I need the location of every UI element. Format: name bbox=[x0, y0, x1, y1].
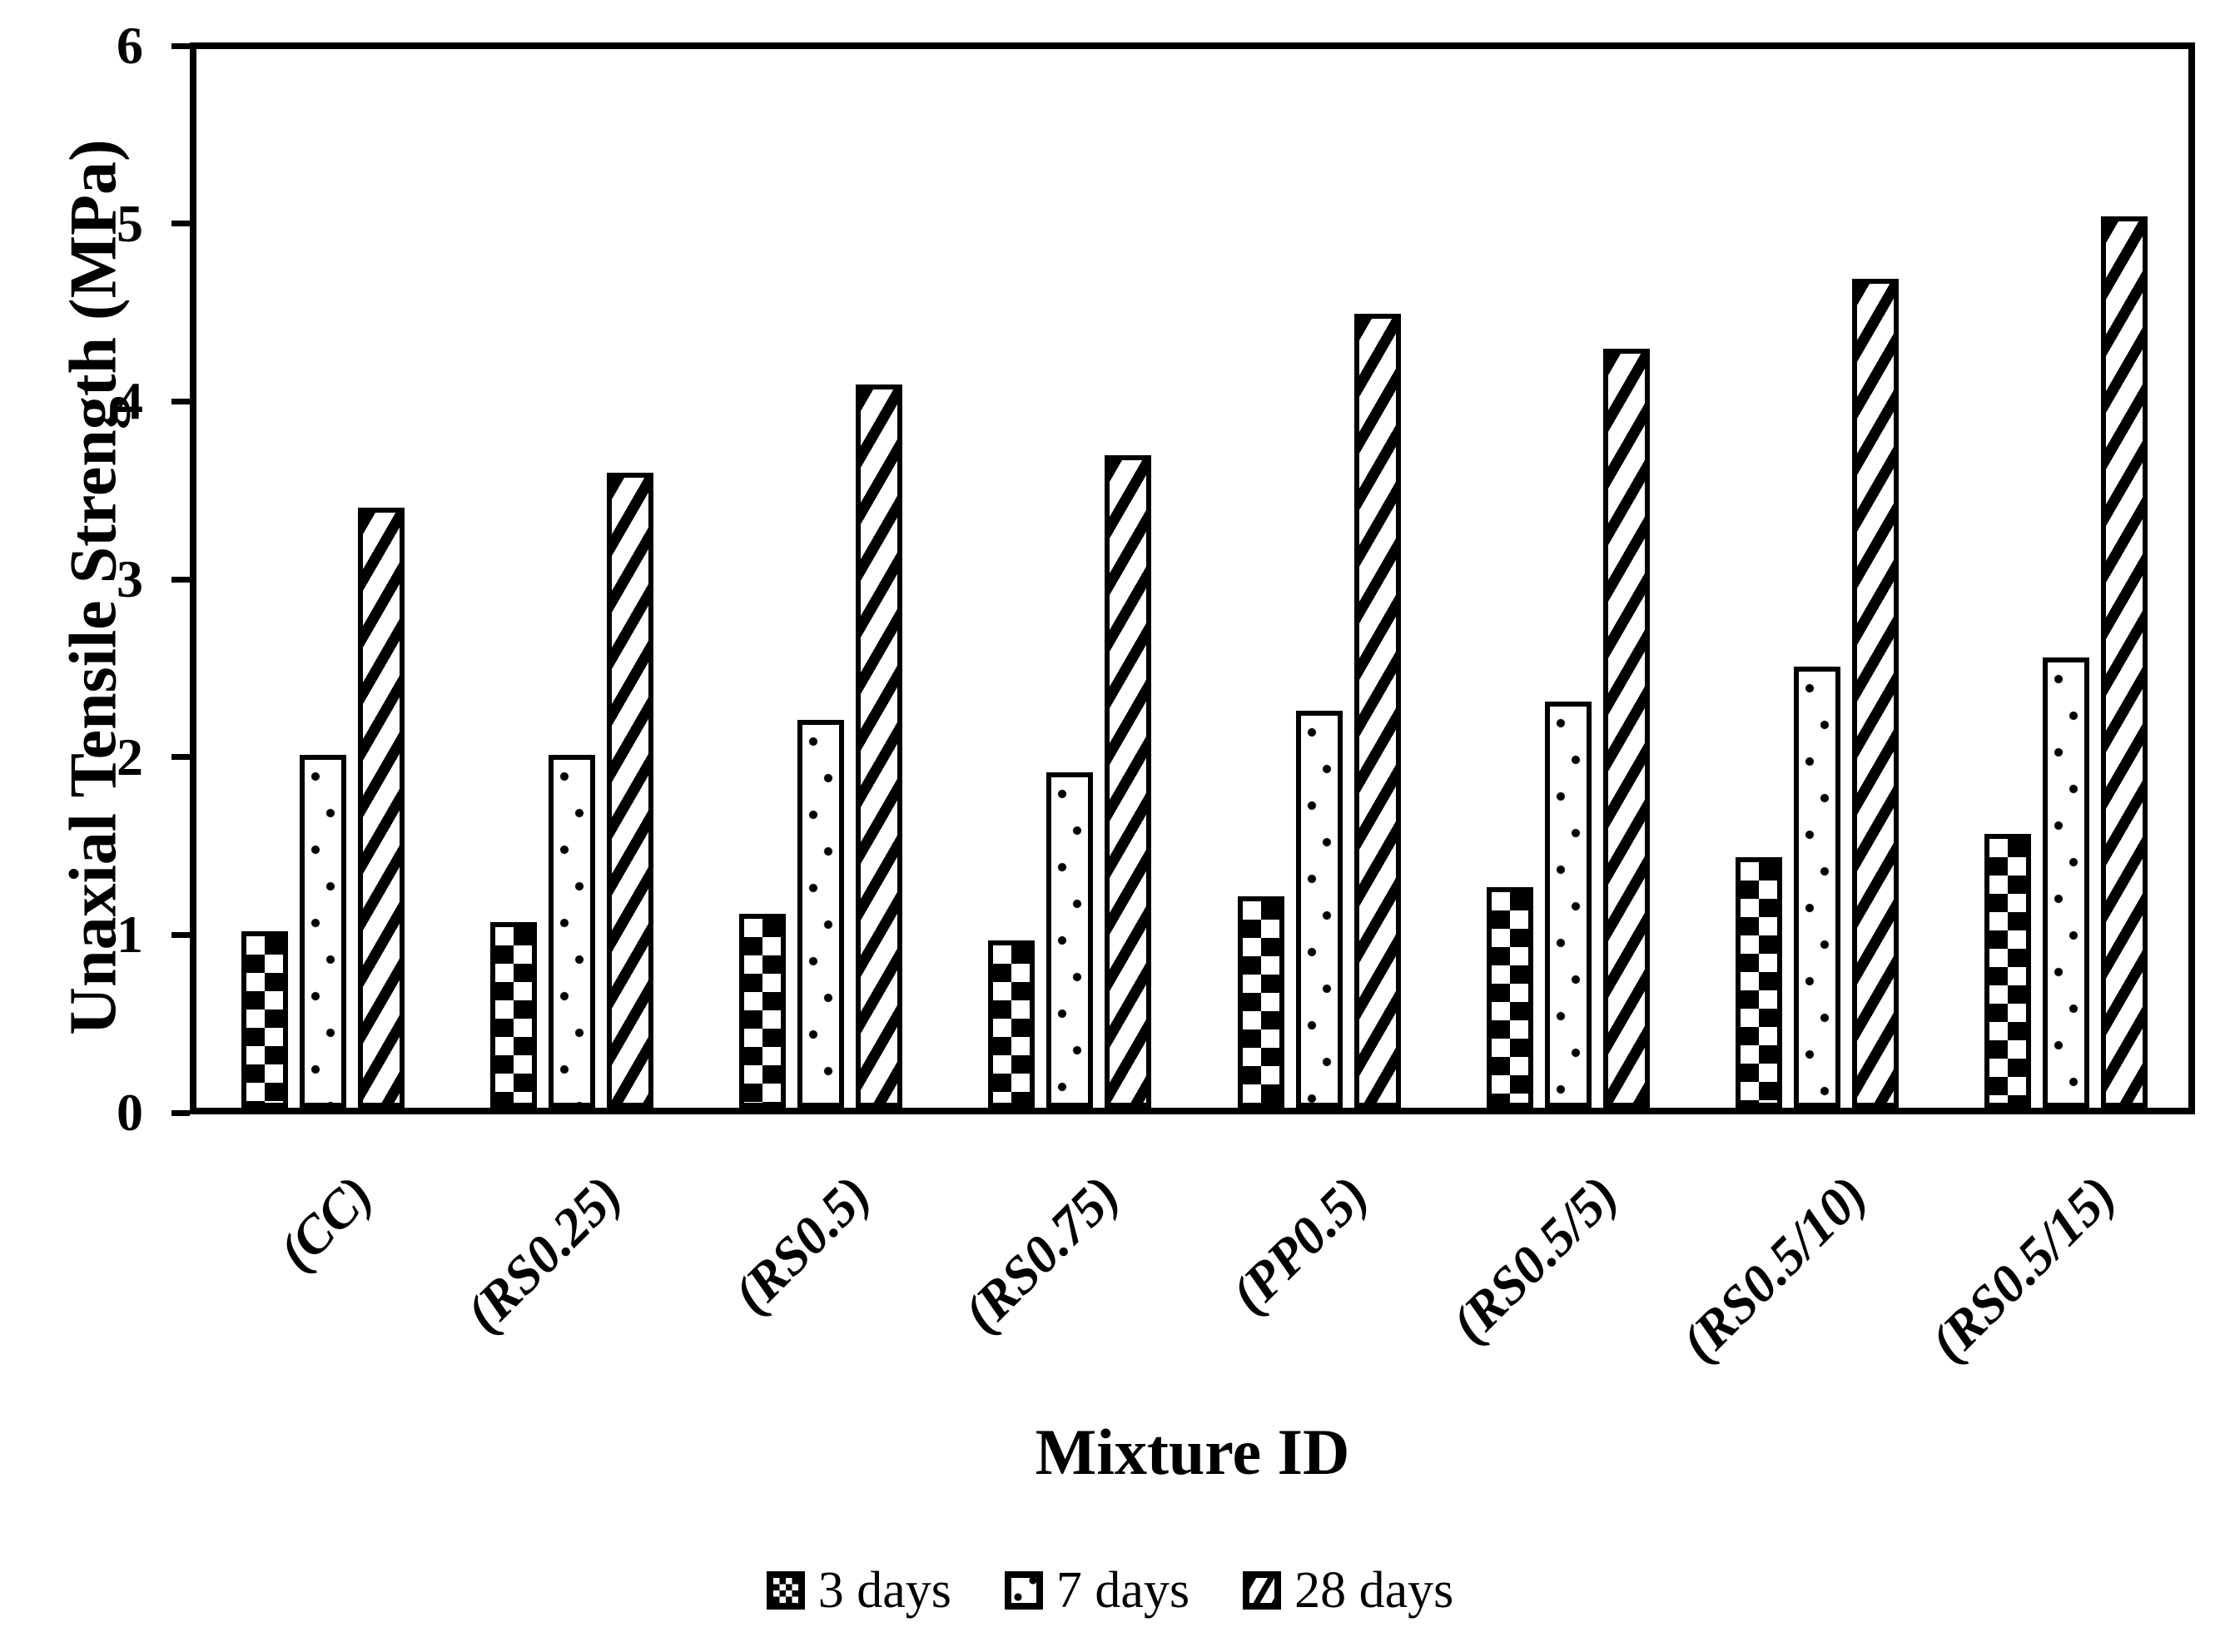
y-tick-mark-4 bbox=[171, 398, 190, 404]
x-category-label-(RS0.5/5): (RS0.5/5) bbox=[1439, 1164, 1629, 1354]
bar-7-days-(RS0.5) bbox=[797, 719, 845, 1108]
y-tick-mark-3 bbox=[171, 576, 190, 583]
bar-7-days-(RS0.5/15) bbox=[2042, 657, 2089, 1108]
y-tick-label-0: 0 bbox=[117, 1083, 143, 1142]
bar-3-days-(RS0.5/10) bbox=[1735, 856, 1782, 1108]
bar-28-days-(RS0.75) bbox=[1105, 454, 1152, 1108]
bar-28-days-(RS0.5) bbox=[856, 384, 903, 1108]
x-category-label-(RS0.25): (RS0.25) bbox=[454, 1164, 633, 1344]
bar-28-days-(RS0.5/10) bbox=[1851, 278, 1899, 1108]
y-tick-label-6: 6 bbox=[117, 16, 143, 75]
bar-3-days-(RS0.25) bbox=[490, 922, 538, 1108]
x-category-label-(RS0.5/10): (RS0.5/10) bbox=[1669, 1164, 1878, 1373]
legend-swatch-checkerboard-icon bbox=[766, 1571, 805, 1610]
y-tick-mark-6 bbox=[171, 42, 190, 49]
x-category-label-(RS0.5/15): (RS0.5/15) bbox=[1918, 1164, 2127, 1373]
plot-area bbox=[190, 42, 2195, 1114]
bar-group-(RS0.5/5) bbox=[1442, 49, 1691, 1108]
bar-group-(RS0.25) bbox=[445, 49, 694, 1108]
legend-label-7-days: 7 days bbox=[1055, 1562, 1190, 1619]
bar-group-(PP0.5) bbox=[1193, 49, 1442, 1108]
y-tick-label-1: 1 bbox=[117, 905, 143, 965]
bar-7-days-(RS0.75) bbox=[1046, 772, 1094, 1108]
y-tick-mark-0 bbox=[171, 1109, 190, 1116]
y-tick-label-5: 5 bbox=[117, 193, 143, 253]
bar-3-days-(RS0.5) bbox=[739, 913, 787, 1108]
bar-3-days-(RS0.5/5) bbox=[1486, 887, 1533, 1108]
bar-3-days-(CC) bbox=[241, 931, 288, 1108]
legend-label-3-days: 3 days bbox=[817, 1562, 951, 1619]
bar-group-(RS0.5/10) bbox=[1691, 49, 1939, 1108]
x-category-label-(RS0.5): (RS0.5) bbox=[721, 1164, 882, 1325]
bar-3-days-(RS0.5/15) bbox=[1984, 834, 2031, 1108]
bars-container bbox=[196, 49, 2188, 1108]
bar-28-days-(PP0.5) bbox=[1353, 314, 1401, 1108]
legend-item-7-days: 7 days bbox=[1004, 1562, 1190, 1619]
x-category-label-(PP0.5): (PP0.5) bbox=[1219, 1164, 1380, 1325]
y-tick-mark-5 bbox=[171, 221, 190, 227]
y-tick-label-4: 4 bbox=[117, 371, 143, 431]
bar-28-days-(RS0.25) bbox=[607, 472, 654, 1108]
bar-7-days-(CC) bbox=[300, 755, 346, 1108]
bar-group-(RS0.75) bbox=[943, 49, 1192, 1108]
bar-3-days-(PP0.5) bbox=[1237, 895, 1284, 1108]
x-category-label-(CC): (CC) bbox=[266, 1164, 384, 1282]
bar-28-days-(RS0.5/5) bbox=[1602, 349, 1650, 1108]
legend-label-28-days: 28 days bbox=[1294, 1562, 1454, 1619]
bar-group-(RS0.5) bbox=[694, 49, 943, 1108]
y-tick-label-3: 3 bbox=[117, 549, 143, 608]
bar-7-days-(RS0.5/10) bbox=[1793, 667, 1840, 1108]
bar-28-days-(RS0.5/15) bbox=[2100, 216, 2148, 1108]
y-tick-label-2: 2 bbox=[117, 727, 143, 786]
legend-item-3-days: 3 days bbox=[766, 1562, 951, 1619]
y-tick-mark-1 bbox=[171, 931, 190, 938]
bar-group-(RS0.5/15) bbox=[1939, 49, 2188, 1108]
y-axis-title: Unaxial Tensile Strength (MPa) bbox=[57, 139, 131, 1035]
chart-legend: 3 days 7 days 28 days bbox=[0, 1565, 2220, 1616]
legend-item-28-days: 28 days bbox=[1243, 1565, 1453, 1616]
bar-3-days-(RS0.75) bbox=[988, 940, 1036, 1108]
bar-7-days-(RS0.5/5) bbox=[1544, 702, 1592, 1108]
x-axis-title: Mixture ID bbox=[1035, 1416, 1350, 1488]
legend-swatch-dots-icon bbox=[1004, 1571, 1043, 1610]
x-category-label-(RS0.75): (RS0.75) bbox=[951, 1164, 1131, 1344]
y-tick-mark-2 bbox=[171, 754, 190, 761]
bar-group-(CC) bbox=[196, 49, 445, 1108]
bar-7-days-(PP0.5) bbox=[1295, 711, 1343, 1108]
bar-28-days-(CC) bbox=[358, 508, 405, 1108]
bar-7-days-(RS0.25) bbox=[549, 755, 596, 1108]
legend-swatch-diagonal-stripes-icon bbox=[1243, 1571, 1282, 1610]
